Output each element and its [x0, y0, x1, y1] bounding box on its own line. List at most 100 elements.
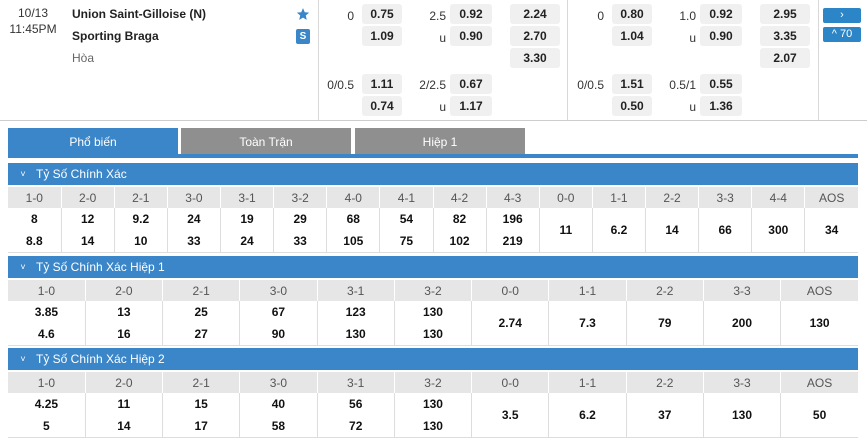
ft-hdp-home-odd[interactable]: 0.75 [362, 4, 402, 24]
ft-1x2-home-odd[interactable]: 2.24 [510, 4, 560, 24]
home-score-odd[interactable]: 29 [293, 211, 307, 226]
score-odd-cell[interactable]: 123 130 [317, 301, 395, 346]
home-score-odd[interactable]: 4.25 [34, 396, 59, 411]
home-score-odd[interactable]: 123 [345, 304, 366, 319]
score-odd-cell[interactable]: 2.74 [471, 301, 550, 346]
ft-hdp-away-odd[interactable]: 1.09 [362, 26, 402, 46]
away-score-odd[interactable]: 14 [117, 418, 131, 433]
home-score-odd[interactable]: 11 [117, 396, 131, 411]
score-odd-cell[interactable]: 34 [804, 208, 858, 253]
away-score-odd[interactable]: 58 [271, 418, 286, 433]
home-score-odd[interactable]: 82 [452, 211, 467, 226]
h1-ou2-under-odd[interactable]: 1.36 [700, 96, 742, 116]
away-score-odd[interactable]: 8.8 [25, 233, 43, 248]
home-score-odd[interactable]: 130 [422, 304, 443, 319]
ft-ou-over-odd[interactable]: 0.92 [450, 4, 492, 24]
home-score-odd[interactable]: 8 [30, 211, 38, 226]
h1-hdp-away-odd[interactable]: 1.04 [612, 26, 652, 46]
home-score-odd[interactable]: 40 [271, 396, 286, 411]
home-score-odd[interactable]: 3.85 [34, 304, 59, 319]
home-score-odd[interactable]: 13 [117, 304, 131, 319]
score-odd-cell[interactable]: 15 17 [162, 393, 241, 438]
score-odd-cell[interactable]: 50 [780, 393, 858, 438]
tab-fulltime[interactable]: Toàn Trận [181, 128, 351, 154]
ft-hdp2-home-odd[interactable]: 1.11 [362, 74, 402, 94]
home-score-odd[interactable]: 9.2 [132, 211, 150, 226]
away-score-odd[interactable]: 17 [194, 418, 208, 433]
away-score-odd[interactable]: 219 [502, 233, 523, 248]
score-odd-cell[interactable]: 82 102 [433, 208, 487, 253]
ft-ou2-under-odd[interactable]: 1.17 [450, 96, 492, 116]
h1-ou-over-odd[interactable]: 0.92 [700, 4, 742, 24]
h1-hdp2-home-odd[interactable]: 1.51 [612, 74, 652, 94]
score-odd-cell[interactable]: 8 8.8 [8, 208, 62, 253]
away-score-odd[interactable]: 130 [345, 326, 366, 341]
score-odd-cell[interactable]: 79 [626, 301, 704, 346]
score-odd-cell[interactable]: 24 33 [167, 208, 222, 253]
score-odd-cell[interactable]: 68 105 [326, 208, 381, 253]
score-odd-cell[interactable]: 29 33 [273, 208, 328, 253]
tab-first-half[interactable]: Hiệp 1 [355, 128, 525, 154]
score-odd-cell[interactable]: 19 24 [220, 208, 275, 253]
score-odd-cell[interactable]: 3.85 4.6 [8, 301, 86, 346]
home-score-odd[interactable]: 196 [502, 211, 523, 226]
h1-1x2-home-odd[interactable]: 2.95 [760, 4, 810, 24]
h1-hdp-home-odd[interactable]: 0.80 [612, 4, 652, 24]
away-score-odd[interactable]: 75 [399, 233, 414, 248]
score-odd-cell[interactable]: 9.2 10 [114, 208, 168, 253]
score-odd-cell[interactable]: 130 130 [394, 301, 473, 346]
section-header-correct-score-h2[interactable]: ˅ Tỷ Số Chính Xác Hiệp 2 [8, 348, 858, 370]
ft-ou-under-odd[interactable]: 0.90 [450, 26, 492, 46]
home-score-odd[interactable]: 12 [81, 211, 95, 226]
ft-1x2-draw-odd[interactable]: 3.30 [510, 48, 560, 68]
ft-ou2-over-odd[interactable]: 0.67 [450, 74, 492, 94]
tab-popular[interactable]: Phổ biến [8, 128, 178, 154]
away-score-odd[interactable]: 14 [81, 233, 95, 248]
away-score-odd[interactable]: 33 [187, 233, 201, 248]
home-team-name[interactable]: Union Saint-Gilloise (N) [72, 7, 206, 21]
score-odd-cell[interactable]: 11 14 [85, 393, 164, 438]
home-score-odd[interactable]: 56 [349, 396, 363, 411]
away-score-odd[interactable]: 105 [343, 233, 364, 248]
score-odd-cell[interactable]: 6.2 [548, 393, 627, 438]
score-odd-cell[interactable]: 66 [698, 208, 753, 253]
score-odd-cell[interactable]: 14 [645, 208, 700, 253]
h1-1x2-away-odd[interactable]: 3.35 [760, 26, 810, 46]
away-score-odd[interactable]: 24 [240, 233, 254, 248]
chevron-down-icon[interactable]: ˅ [20, 354, 26, 364]
more-markets-button[interactable]: ^ 70 [823, 27, 861, 42]
h1-ou-under-odd[interactable]: 0.90 [700, 26, 742, 46]
home-score-odd[interactable]: 67 [271, 304, 286, 319]
score-odd-cell[interactable]: 7.3 [548, 301, 627, 346]
score-odd-cell[interactable]: 6.2 [592, 208, 647, 253]
expand-arrow-button[interactable]: › [823, 8, 861, 23]
score-odd-cell[interactable]: 196 219 [486, 208, 540, 253]
score-odd-cell[interactable]: 13 16 [85, 301, 164, 346]
home-score-odd[interactable]: 68 [346, 211, 360, 226]
score-odd-cell[interactable]: 130 130 [394, 393, 473, 438]
away-score-odd[interactable]: 90 [271, 326, 286, 341]
score-odd-cell[interactable]: 40 58 [239, 393, 318, 438]
away-score-odd[interactable]: 102 [449, 233, 470, 248]
score-odd-cell[interactable]: 130 [703, 393, 782, 438]
s-badge-icon[interactable]: S [296, 29, 310, 44]
home-score-odd[interactable]: 19 [240, 211, 254, 226]
away-score-odd[interactable]: 33 [293, 233, 307, 248]
score-odd-cell[interactable]: 130 [780, 301, 858, 346]
ft-hdp2-away-odd[interactable]: 0.74 [362, 96, 402, 116]
away-score-odd[interactable]: 16 [117, 326, 131, 341]
home-score-odd[interactable]: 54 [399, 211, 414, 226]
away-team-name[interactable]: Sporting Braga [72, 29, 159, 43]
score-odd-cell[interactable]: 4.25 5 [8, 393, 86, 438]
score-odd-cell[interactable]: 56 72 [317, 393, 395, 438]
section-header-correct-score-h1[interactable]: ˅ Tỷ Số Chính Xác Hiệp 1 [8, 256, 858, 278]
score-odd-cell[interactable]: 12 14 [61, 208, 115, 253]
score-odd-cell[interactable]: 300 [751, 208, 806, 253]
away-score-odd[interactable]: 4.6 [38, 326, 55, 341]
home-score-odd[interactable]: 130 [422, 396, 443, 411]
away-score-odd[interactable]: 27 [194, 326, 208, 341]
away-score-odd[interactable]: 130 [422, 326, 443, 341]
home-score-odd[interactable]: 25 [194, 304, 208, 319]
home-score-odd[interactable]: 15 [194, 396, 208, 411]
score-odd-cell[interactable]: 3.5 [471, 393, 550, 438]
